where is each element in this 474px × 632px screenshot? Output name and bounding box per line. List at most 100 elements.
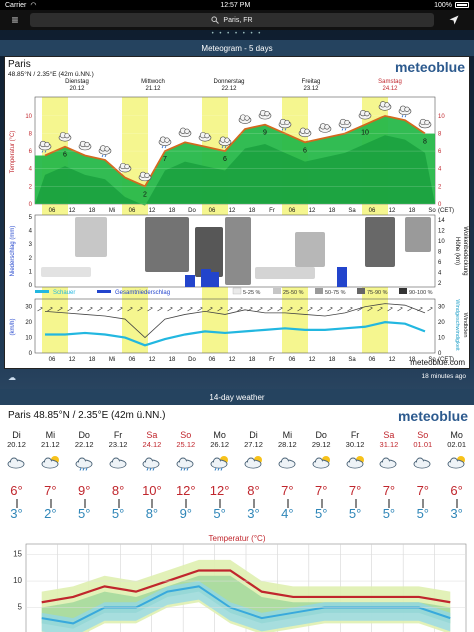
cloud-icon bbox=[118, 162, 132, 173]
day-label: Mittwoch 21.12 bbox=[141, 79, 165, 92]
forecast-day[interactable]: Do 29.12 bbox=[305, 430, 338, 450]
day-of-week: Mo bbox=[450, 430, 463, 440]
max-temp: 7° bbox=[44, 483, 57, 498]
hour-tick: 12 bbox=[69, 357, 76, 363]
min-temp: 3° bbox=[10, 506, 23, 521]
forecast-day[interactable]: Di 20.12 bbox=[0, 430, 33, 450]
day-of-week: Di bbox=[12, 430, 21, 440]
wind-tick-right: 30 bbox=[438, 305, 445, 311]
temp-tick: 8 bbox=[29, 131, 33, 137]
forecast-day[interactable]: Mo 26.12 bbox=[203, 430, 236, 450]
meteogram-card[interactable]: Paris 48.85°N / 2.35°E (42m ü.NN.) meteo… bbox=[4, 56, 470, 369]
day-date: 21.12 bbox=[40, 440, 60, 449]
height-tick: 12 bbox=[438, 229, 445, 235]
temp-label: 8 bbox=[423, 138, 427, 145]
legend-showers: Schauer bbox=[53, 290, 75, 296]
day-of-week: Di bbox=[249, 430, 258, 440]
hour-tick: Fr bbox=[269, 357, 275, 363]
hour-tick: 18 bbox=[89, 208, 96, 214]
menu-button[interactable]: ≡ bbox=[0, 10, 30, 30]
min-temp: 9° bbox=[179, 506, 192, 521]
forecast-day[interactable]: Mi 28.12 bbox=[271, 430, 304, 450]
wind-arrow bbox=[87, 306, 93, 312]
forecast-day[interactable]: Fr 30.12 bbox=[339, 430, 372, 450]
cloud-blob bbox=[145, 217, 189, 272]
forecast-card[interactable]: Paris 48.85°N / 2.35°E (42m ü.NN.) meteo… bbox=[0, 405, 474, 632]
wind-arrow bbox=[57, 306, 63, 312]
forecast-day[interactable]: Sa 24.12 bbox=[135, 430, 168, 450]
min-temp: 5° bbox=[382, 506, 396, 521]
cloud-blob bbox=[405, 217, 431, 252]
locate-button[interactable] bbox=[434, 10, 474, 30]
day-date: 01.01 bbox=[413, 440, 433, 449]
wind-tick-right: 10 bbox=[438, 336, 445, 342]
day-of-week: Mi bbox=[282, 430, 293, 440]
hour-tick: 12 bbox=[229, 208, 236, 214]
hour-tick: 18 bbox=[249, 357, 256, 363]
height-tick: 8 bbox=[438, 250, 442, 256]
precip-tick: 2 bbox=[29, 256, 33, 262]
temp-tick: 2 bbox=[29, 184, 33, 190]
day-of-week: Fr bbox=[113, 430, 123, 440]
day-of-week: Fr bbox=[350, 430, 360, 440]
forecast-day[interactable]: Mi 21.12 bbox=[34, 430, 67, 450]
temperature-panel: Temperatur (°C) 10 10 8 8 6 6 4 4 2 2 0 0 6 2 7 6 9 6 10 8 bbox=[10, 96, 445, 208]
search-field[interactable]: Paris, FR bbox=[30, 13, 434, 27]
forecast-y-tick: 15 bbox=[13, 550, 22, 559]
forecast-day[interactable]: So 01.01 bbox=[406, 430, 439, 450]
forecast-day[interactable]: Mo 02.01 bbox=[440, 430, 473, 450]
day-date: 31.12 bbox=[379, 440, 399, 449]
temp-range-bar bbox=[422, 499, 425, 508]
rain-icon bbox=[176, 457, 194, 471]
day-date: 20.12 bbox=[7, 440, 26, 449]
cet-label: (CET) bbox=[438, 208, 454, 214]
cloud-blob bbox=[41, 267, 91, 277]
meteogram-chart: Temperatur (°C) 10 108 86 64 42 20 0 627 696108… bbox=[10, 96, 468, 363]
temp-range-bar bbox=[15, 499, 18, 508]
wind-arrow bbox=[307, 306, 313, 312]
day-date: 28.12 bbox=[277, 440, 297, 449]
day-date: 30.12 bbox=[345, 440, 365, 449]
cloud-icon bbox=[198, 132, 212, 142]
battery-icon bbox=[455, 2, 469, 8]
meteogram-coords: 48.85°N / 2.35°E (42m ü.NN.) bbox=[8, 71, 94, 78]
forecast-day[interactable]: Di 27.12 bbox=[237, 430, 270, 450]
temp-range-bar bbox=[151, 499, 154, 508]
cloud-cover bbox=[41, 217, 431, 285]
cloud-axis-label: Wolkenbedeckung bbox=[462, 226, 468, 275]
temperature-line bbox=[44, 114, 426, 188]
cloud-icon bbox=[98, 145, 112, 158]
hour-tick: 12 bbox=[149, 208, 156, 214]
max-temp: 12° bbox=[209, 483, 230, 498]
forecast-day[interactable]: Do 22.12 bbox=[68, 430, 101, 450]
forecast-day[interactable]: Fr 23.12 bbox=[102, 430, 135, 450]
max-temp: 9° bbox=[77, 483, 91, 498]
forecast-day[interactable]: Sa 31.12 bbox=[372, 430, 405, 450]
day-label: Donnerstag 22.12 bbox=[213, 79, 245, 92]
location-arrow-icon bbox=[449, 15, 459, 25]
wifi-icon: ◠ bbox=[30, 2, 37, 9]
wind-arrow bbox=[267, 306, 273, 312]
min-temp: 5° bbox=[416, 506, 429, 521]
meteoblue-url[interactable]: meteoblue.com bbox=[410, 358, 465, 367]
meteoblue-logo: meteoblue bbox=[394, 59, 465, 75]
page-indicator[interactable]: • • • • • • • bbox=[211, 31, 263, 37]
precip-bar bbox=[201, 269, 211, 287]
search-value: Paris, FR bbox=[223, 16, 253, 24]
temp-label: 9 bbox=[263, 130, 267, 137]
forecast-day[interactable]: So 25.12 bbox=[169, 430, 202, 450]
temp-range-bar bbox=[252, 499, 255, 508]
height-tick: 2 bbox=[438, 281, 442, 287]
day-date: 02.01 bbox=[447, 440, 467, 449]
cloud-icon bbox=[178, 127, 192, 138]
temp-label: 2 bbox=[143, 191, 147, 198]
cloud-panel: Niederschlag (mm) Höhe (km) Wolkenbedeck… bbox=[10, 214, 468, 289]
temp-label: 7 bbox=[163, 156, 167, 163]
temp-value-labels: 6 2 7 6 9 6 10 8 bbox=[63, 130, 427, 199]
search-icon bbox=[211, 16, 220, 24]
hour-tick: So bbox=[428, 208, 436, 214]
precip-tick: 1 bbox=[29, 269, 33, 275]
min-temp: 2° bbox=[44, 506, 57, 521]
cloud-refresh-icon[interactable]: ☁ bbox=[8, 373, 16, 382]
cloud-icon bbox=[338, 118, 352, 131]
